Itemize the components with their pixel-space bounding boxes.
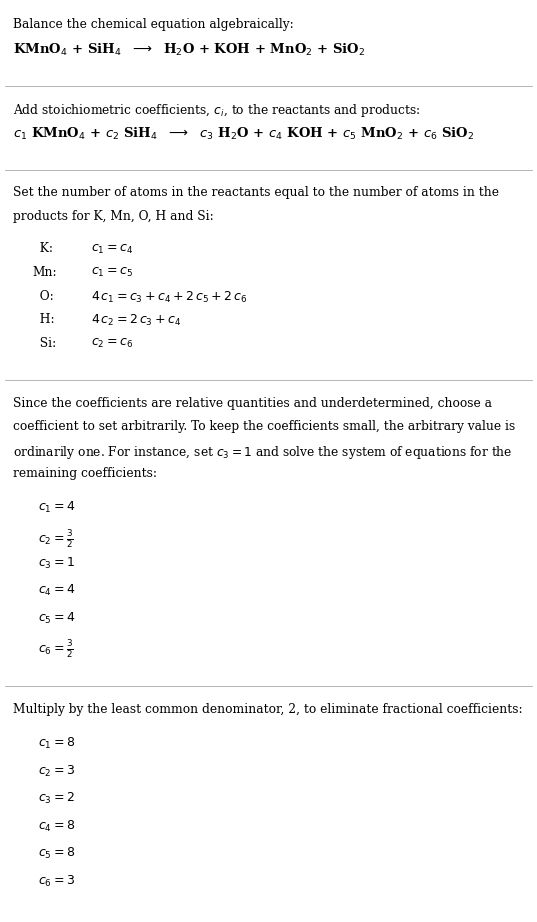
Text: $c_5 = 4$: $c_5 = 4$ [38,610,75,626]
Text: $c_1 = 8$: $c_1 = 8$ [38,736,75,751]
Text: O:: O: [32,290,54,302]
Text: Since the coefficients are relative quantities and underdetermined, choose a: Since the coefficients are relative quan… [13,396,492,410]
Text: ordinarily one. For instance, set $c_3 = 1$ and solve the system of equations fo: ordinarily one. For instance, set $c_3 =… [13,443,513,461]
Text: $c_3 = 1$: $c_3 = 1$ [38,555,75,571]
Text: $c_6 = 3$: $c_6 = 3$ [38,874,75,889]
Text: products for K, Mn, O, H and Si:: products for K, Mn, O, H and Si: [13,210,214,223]
Text: $4\,c_2 = 2\,c_3 + c_4$: $4\,c_2 = 2\,c_3 + c_4$ [91,313,182,328]
Text: remaining coefficients:: remaining coefficients: [13,467,157,480]
Text: $c_4 = 4$: $c_4 = 4$ [38,583,75,598]
Text: $c_1 = c_5$: $c_1 = c_5$ [91,266,133,279]
Text: $c_6 = \frac{3}{2}$: $c_6 = \frac{3}{2}$ [38,638,73,660]
Text: Mn:: Mn: [32,266,57,279]
Text: $c_4 = 8$: $c_4 = 8$ [38,819,75,833]
Text: Si:: Si: [32,337,56,349]
Text: $c_1$ KMnO$_4$ + $c_2$ SiH$_4$  $\longrightarrow$  $c_3$ H$_2$O + $c_4$ KOH + $c: $c_1$ KMnO$_4$ + $c_2$ SiH$_4$ $\longrig… [13,125,475,142]
Text: $c_2 = c_6$: $c_2 = c_6$ [91,337,133,349]
Text: coefficient to set arbitrarily. To keep the coefficients small, the arbitrary va: coefficient to set arbitrarily. To keep … [13,420,516,433]
Text: $4\,c_1 = c_3 + c_4 + 2\,c_5 + 2\,c_6$: $4\,c_1 = c_3 + c_4 + 2\,c_5 + 2\,c_6$ [91,290,248,304]
Text: Multiply by the least common denominator, 2, to eliminate fractional coefficient: Multiply by the least common denominator… [13,703,523,716]
Text: $c_1 = c_4$: $c_1 = c_4$ [91,242,133,255]
Text: Set the number of atoms in the reactants equal to the number of atoms in the: Set the number of atoms in the reactants… [13,186,499,199]
Text: $c_3 = 2$: $c_3 = 2$ [38,791,74,806]
Text: Balance the chemical equation algebraically:: Balance the chemical equation algebraica… [13,18,294,31]
Text: $c_2 = \frac{3}{2}$: $c_2 = \frac{3}{2}$ [38,527,73,550]
Text: Add stoichiometric coefficients, $c_i$, to the reactants and products:: Add stoichiometric coefficients, $c_i$, … [13,102,421,119]
Text: KMnO$_4$ + SiH$_4$  $\longrightarrow$  H$_2$O + KOH + MnO$_2$ + SiO$_2$: KMnO$_4$ + SiH$_4$ $\longrightarrow$ H$_… [13,42,366,58]
Text: $c_2 = 3$: $c_2 = 3$ [38,763,75,778]
Text: K:: K: [32,242,53,255]
Text: $c_5 = 8$: $c_5 = 8$ [38,846,75,861]
Text: H:: H: [32,313,55,326]
Text: $c_1 = 4$: $c_1 = 4$ [38,500,75,515]
